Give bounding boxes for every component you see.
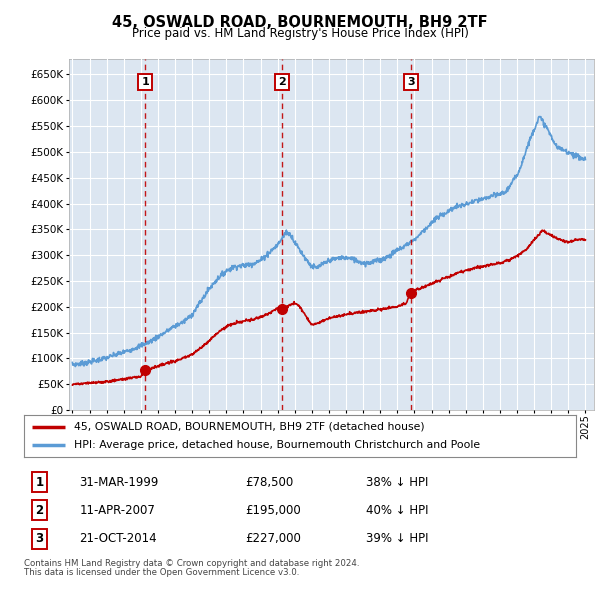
Text: £195,000: £195,000 xyxy=(245,504,301,517)
Text: HPI: Average price, detached house, Bournemouth Christchurch and Poole: HPI: Average price, detached house, Bour… xyxy=(74,440,480,450)
Text: This data is licensed under the Open Government Licence v3.0.: This data is licensed under the Open Gov… xyxy=(24,568,299,577)
Text: £78,500: £78,500 xyxy=(245,476,293,489)
Text: 1: 1 xyxy=(35,476,44,489)
Text: Contains HM Land Registry data © Crown copyright and database right 2024.: Contains HM Land Registry data © Crown c… xyxy=(24,559,359,568)
Text: 21-OCT-2014: 21-OCT-2014 xyxy=(79,532,157,545)
Text: Price paid vs. HM Land Registry's House Price Index (HPI): Price paid vs. HM Land Registry's House … xyxy=(131,27,469,40)
Text: 2: 2 xyxy=(35,504,44,517)
Text: 3: 3 xyxy=(407,77,415,87)
Text: 11-APR-2007: 11-APR-2007 xyxy=(79,504,155,517)
Text: 31-MAR-1999: 31-MAR-1999 xyxy=(79,476,158,489)
Text: 45, OSWALD ROAD, BOURNEMOUTH, BH9 2TF (detached house): 45, OSWALD ROAD, BOURNEMOUTH, BH9 2TF (d… xyxy=(74,422,424,432)
Text: 1: 1 xyxy=(141,77,149,87)
Text: 38% ↓ HPI: 38% ↓ HPI xyxy=(366,476,428,489)
Text: 40% ↓ HPI: 40% ↓ HPI xyxy=(366,504,429,517)
Text: £227,000: £227,000 xyxy=(245,532,301,545)
Text: 2: 2 xyxy=(278,77,286,87)
Text: 45, OSWALD ROAD, BOURNEMOUTH, BH9 2TF: 45, OSWALD ROAD, BOURNEMOUTH, BH9 2TF xyxy=(112,15,488,30)
Text: 3: 3 xyxy=(35,532,44,545)
Text: 39% ↓ HPI: 39% ↓ HPI xyxy=(366,532,429,545)
